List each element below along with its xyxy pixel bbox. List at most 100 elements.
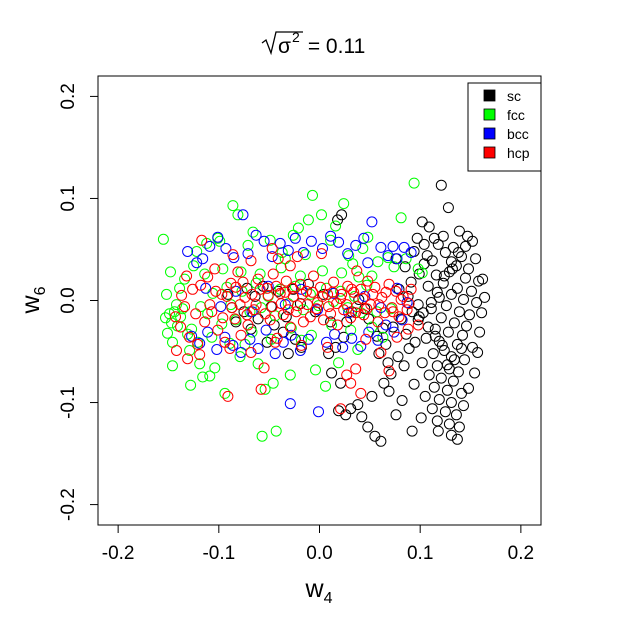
data-point-bcc xyxy=(401,297,413,308)
data-point-sc xyxy=(456,343,467,354)
data-point-fcc xyxy=(259,383,271,395)
data-point-fcc xyxy=(230,314,242,326)
data-point-sc xyxy=(425,297,437,308)
title-exponent: 2 xyxy=(292,29,300,45)
data-point-sc xyxy=(392,351,404,363)
data-point-sc xyxy=(423,369,435,381)
data-point-sc xyxy=(420,332,432,344)
data-point-sc xyxy=(377,322,389,334)
data-point-hcp xyxy=(291,251,303,263)
data-point-hcp xyxy=(230,281,242,293)
data-point-hcp xyxy=(383,278,395,290)
data-point-sc xyxy=(464,309,475,321)
data-point-bcc xyxy=(284,398,296,410)
data-point-sc xyxy=(476,307,488,319)
data-point-fcc xyxy=(221,281,233,293)
data-point-bcc xyxy=(366,216,378,228)
data-point-fcc xyxy=(284,369,296,381)
data-point-hcp xyxy=(397,290,409,302)
data-point-hcp xyxy=(297,316,309,328)
data-point-sc xyxy=(418,238,430,250)
data-point-sc xyxy=(479,291,491,303)
data-point-sc xyxy=(448,317,460,329)
data-point-sc xyxy=(431,415,443,427)
data-point-bcc xyxy=(269,348,281,360)
data-point-bcc xyxy=(289,232,301,244)
data-point-sc xyxy=(413,311,425,323)
data-point-bcc xyxy=(220,243,232,254)
data-point-hcp xyxy=(212,324,224,336)
data-point-sc xyxy=(439,406,451,418)
data-point-fcc xyxy=(204,370,216,382)
data-point-fcc xyxy=(294,270,306,282)
data-point-bcc xyxy=(329,328,341,340)
data-point-bcc xyxy=(313,406,324,418)
data-point-hcp xyxy=(216,288,228,300)
data-point-sc xyxy=(272,285,284,297)
data-point-hcp xyxy=(222,390,234,402)
data-point-sc xyxy=(356,411,368,423)
data-point-sc xyxy=(443,418,455,430)
data-point-fcc xyxy=(197,371,209,383)
x-axis-label: w4 xyxy=(305,575,333,607)
data-point-fcc xyxy=(299,249,311,261)
data-point-sc xyxy=(451,338,463,350)
data-point-hcp xyxy=(272,253,284,265)
x-tick-label: -0.1 xyxy=(202,543,235,564)
data-point-hcp xyxy=(241,309,253,321)
x-axis: -0.2 -0.1 0.0 0.1 0.2 xyxy=(102,524,534,564)
data-point-bcc xyxy=(227,339,239,351)
data-point-hcp xyxy=(217,312,229,324)
data-point-fcc xyxy=(242,239,254,251)
data-point-sc xyxy=(438,270,450,282)
data-point-bcc xyxy=(302,333,314,345)
data-point-bcc xyxy=(312,304,323,316)
data-point-fcc xyxy=(361,279,373,291)
data-point-hcp xyxy=(181,270,193,282)
data-point-sc xyxy=(428,381,440,393)
y-axis-label: w6 xyxy=(17,286,49,314)
data-point-fcc xyxy=(256,430,268,442)
data-point-fcc xyxy=(207,287,219,299)
data-point-sc xyxy=(471,297,483,308)
data-point-fcc xyxy=(184,345,196,356)
data-point-bcc xyxy=(262,280,274,292)
data-point-sc xyxy=(470,253,482,265)
data-point-hcp xyxy=(304,311,316,323)
x-tick-label: 0.2 xyxy=(508,543,534,564)
data-point-bcc xyxy=(212,231,224,243)
data-point-fcc xyxy=(412,263,424,275)
data-point-fcc xyxy=(252,358,264,370)
legend-label-fcc: fcc xyxy=(507,107,525,123)
data-point-sc xyxy=(421,250,433,262)
data-point-fcc xyxy=(333,357,345,369)
data-point-bcc xyxy=(346,332,358,344)
data-point-sc xyxy=(435,312,447,324)
data-point-sc xyxy=(323,348,335,360)
data-point-fcc xyxy=(416,267,428,279)
data-point-bcc xyxy=(387,240,399,252)
data-point-hcp xyxy=(248,304,260,316)
data-point-bcc xyxy=(282,245,294,256)
data-point-hcp xyxy=(267,268,279,280)
data-point-sc xyxy=(451,282,463,294)
data-point-fcc xyxy=(395,212,407,224)
data-point-sc xyxy=(366,390,378,402)
data-point-hcp xyxy=(224,343,236,354)
data-point-hcp xyxy=(192,338,204,350)
data-point-hcp xyxy=(170,311,181,323)
data-point-sc xyxy=(405,276,417,288)
data-point-fcc xyxy=(372,256,384,268)
data-point-sc xyxy=(373,348,385,360)
data-point-fcc xyxy=(287,229,299,241)
data-point-fcc xyxy=(307,189,318,201)
data-point-hcp xyxy=(332,319,344,331)
data-point-sc xyxy=(437,277,449,289)
data-point-fcc xyxy=(165,266,176,278)
data-point-sc xyxy=(473,275,485,287)
data-point-hcp xyxy=(300,285,312,297)
data-point-bcc xyxy=(297,247,309,258)
data-point-hcp xyxy=(350,363,362,375)
y-tick-label: -0.2 xyxy=(58,488,79,521)
